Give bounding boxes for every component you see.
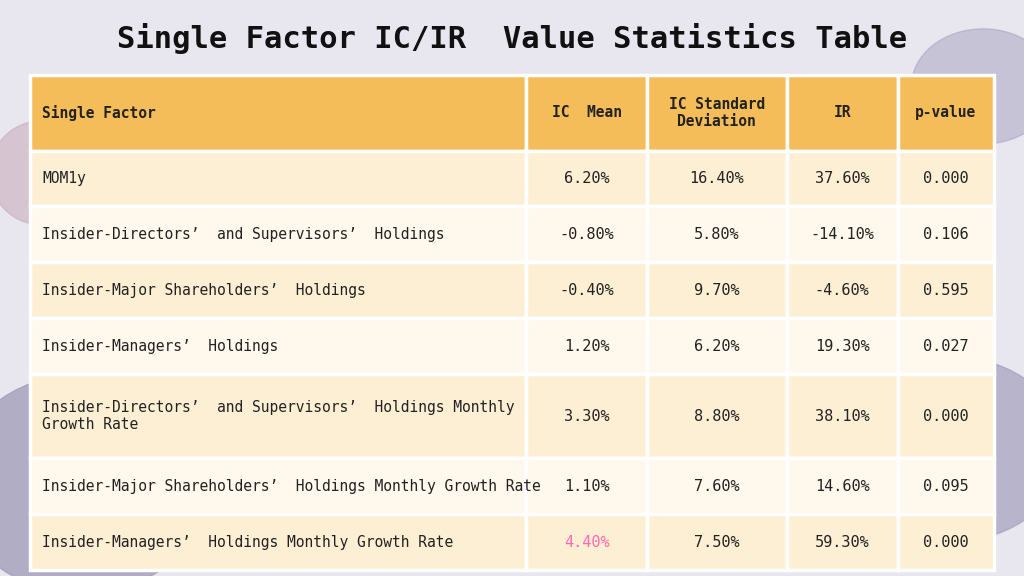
Text: 6.20%: 6.20% bbox=[564, 171, 609, 186]
Ellipse shape bbox=[0, 121, 92, 225]
Bar bbox=[898, 263, 994, 319]
Bar bbox=[898, 458, 994, 514]
Bar bbox=[898, 150, 994, 206]
Text: 0.106: 0.106 bbox=[923, 227, 969, 242]
Text: Insider-Major Shareholders’  Holdings: Insider-Major Shareholders’ Holdings bbox=[42, 283, 366, 298]
Text: -14.10%: -14.10% bbox=[810, 227, 874, 242]
Text: 1.10%: 1.10% bbox=[564, 479, 609, 494]
Text: -0.80%: -0.80% bbox=[559, 227, 614, 242]
Bar bbox=[526, 374, 647, 458]
Text: Insider-Directors’  and Supervisors’  Holdings: Insider-Directors’ and Supervisors’ Hold… bbox=[42, 227, 444, 242]
Text: IC  Mean: IC Mean bbox=[552, 105, 622, 120]
Text: MOM1y: MOM1y bbox=[42, 171, 86, 186]
Bar bbox=[786, 374, 898, 458]
Text: p-value: p-value bbox=[915, 105, 977, 120]
Bar bbox=[786, 150, 898, 206]
Bar bbox=[647, 150, 786, 206]
Bar bbox=[526, 263, 647, 319]
Text: -4.60%: -4.60% bbox=[815, 283, 869, 298]
Text: 5.80%: 5.80% bbox=[694, 227, 739, 242]
Text: 8.80%: 8.80% bbox=[694, 409, 739, 424]
Text: 0.595: 0.595 bbox=[923, 283, 969, 298]
Text: 4.40%: 4.40% bbox=[564, 535, 609, 550]
Bar bbox=[647, 319, 786, 374]
Bar bbox=[30, 458, 526, 514]
Bar bbox=[898, 206, 994, 263]
Bar bbox=[526, 206, 647, 263]
Text: -0.40%: -0.40% bbox=[559, 283, 614, 298]
Text: 19.30%: 19.30% bbox=[815, 339, 869, 354]
Text: Insider-Managers’  Holdings Monthly Growth Rate: Insider-Managers’ Holdings Monthly Growt… bbox=[42, 535, 454, 550]
Bar bbox=[647, 514, 786, 570]
Bar bbox=[898, 374, 994, 458]
Text: Single Factor: Single Factor bbox=[42, 105, 156, 121]
Bar bbox=[647, 458, 786, 514]
Bar bbox=[30, 75, 526, 150]
Text: 0.027: 0.027 bbox=[923, 339, 969, 354]
Bar bbox=[526, 514, 647, 570]
Text: 0.095: 0.095 bbox=[923, 479, 969, 494]
Text: 0.000: 0.000 bbox=[923, 171, 969, 186]
Bar bbox=[647, 75, 786, 150]
Text: Insider-Managers’  Holdings: Insider-Managers’ Holdings bbox=[42, 339, 279, 354]
Text: 59.30%: 59.30% bbox=[815, 535, 869, 550]
Text: IR: IR bbox=[834, 105, 851, 120]
Bar bbox=[786, 458, 898, 514]
Text: 7.60%: 7.60% bbox=[694, 479, 739, 494]
Text: 1.20%: 1.20% bbox=[564, 339, 609, 354]
Ellipse shape bbox=[0, 374, 210, 576]
Text: 14.60%: 14.60% bbox=[815, 479, 869, 494]
Text: 3.30%: 3.30% bbox=[564, 409, 609, 424]
Text: 7.50%: 7.50% bbox=[694, 535, 739, 550]
Bar bbox=[30, 319, 526, 374]
Bar bbox=[526, 319, 647, 374]
Bar bbox=[30, 150, 526, 206]
Text: 38.10%: 38.10% bbox=[815, 409, 869, 424]
Bar bbox=[786, 263, 898, 319]
Text: Insider-Major Shareholders’  Holdings Monthly Growth Rate: Insider-Major Shareholders’ Holdings Mon… bbox=[42, 479, 541, 494]
Bar bbox=[30, 263, 526, 319]
Bar bbox=[647, 374, 786, 458]
Bar bbox=[30, 374, 526, 458]
Bar bbox=[898, 319, 994, 374]
Bar bbox=[526, 75, 647, 150]
Text: 6.20%: 6.20% bbox=[694, 339, 739, 354]
Text: 16.40%: 16.40% bbox=[689, 171, 744, 186]
Text: IC Standard
Deviation: IC Standard Deviation bbox=[669, 97, 765, 129]
Text: 0.000: 0.000 bbox=[923, 535, 969, 550]
Bar bbox=[647, 206, 786, 263]
Text: 37.60%: 37.60% bbox=[815, 171, 869, 186]
Bar bbox=[786, 319, 898, 374]
Bar bbox=[786, 75, 898, 150]
Bar bbox=[30, 206, 526, 263]
Bar bbox=[30, 75, 994, 570]
Bar bbox=[898, 75, 994, 150]
Text: 9.70%: 9.70% bbox=[694, 283, 739, 298]
Bar bbox=[647, 263, 786, 319]
Ellipse shape bbox=[911, 29, 1024, 144]
Bar bbox=[898, 514, 994, 570]
Bar bbox=[786, 514, 898, 570]
Bar bbox=[526, 150, 647, 206]
Bar bbox=[786, 206, 898, 263]
Text: 0.000: 0.000 bbox=[923, 409, 969, 424]
Bar bbox=[30, 514, 526, 570]
Text: Single Factor IC/IR  Value Statistics Table: Single Factor IC/IR Value Statistics Tab… bbox=[117, 22, 907, 54]
Text: Insider-Directors’  and Supervisors’  Holdings Monthly
Growth Rate: Insider-Directors’ and Supervisors’ Hold… bbox=[42, 400, 514, 433]
Ellipse shape bbox=[840, 357, 1024, 541]
Bar bbox=[526, 458, 647, 514]
